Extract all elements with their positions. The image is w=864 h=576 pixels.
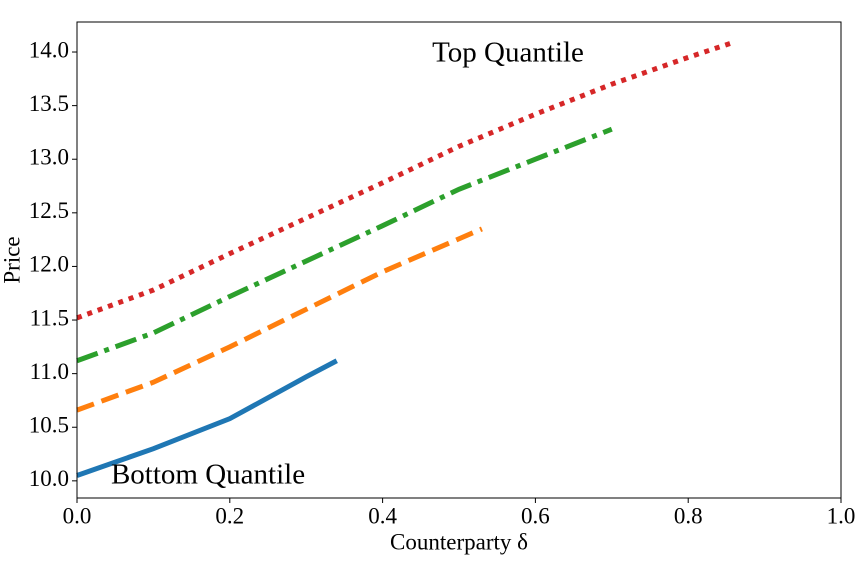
series-line xyxy=(76,358,338,478)
y-tick-label: 10.5 xyxy=(29,413,69,438)
y-tick-label: 10.0 xyxy=(29,466,69,491)
x-tick-label: 0.4 xyxy=(368,503,397,528)
y-axis-label: Price xyxy=(0,236,24,283)
series-line xyxy=(76,226,483,413)
x-tick-label: 0.0 xyxy=(63,503,92,528)
y-tick-label: 13.0 xyxy=(29,145,69,170)
y-tick-label: 11.0 xyxy=(30,359,69,384)
plot-frame xyxy=(76,21,842,499)
series-line xyxy=(76,41,732,321)
x-tick-label: 0.8 xyxy=(674,503,703,528)
series-line xyxy=(76,126,613,364)
x-tick-label: 0.2 xyxy=(215,503,244,528)
x-tick-label: 0.6 xyxy=(521,503,550,528)
annotation: Bottom Quantile xyxy=(111,459,305,491)
y-tick-label: 12.0 xyxy=(29,252,69,277)
annotation: Top Quantile xyxy=(432,37,584,69)
x-tick-label: 1.0 xyxy=(827,503,856,528)
y-tick-label: 14.0 xyxy=(29,37,69,62)
y-tick-label: 13.5 xyxy=(29,91,69,116)
y-tick-label: 12.5 xyxy=(29,198,69,223)
y-tick-label: 11.5 xyxy=(30,305,69,330)
x-axis-label: Counterparty δ xyxy=(390,529,528,554)
